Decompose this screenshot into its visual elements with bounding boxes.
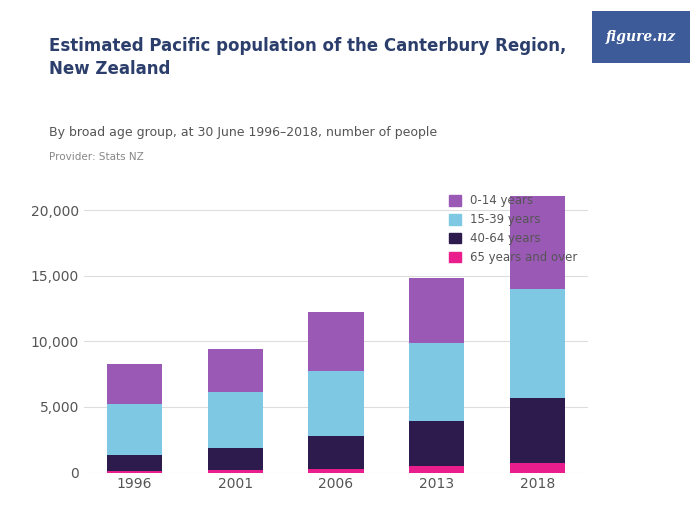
- Bar: [107, 470, 162, 473]
- Bar: [107, 364, 162, 404]
- Bar: [308, 372, 364, 436]
- Text: figure.nz: figure.nz: [606, 30, 676, 44]
- Bar: [510, 289, 565, 398]
- Bar: [308, 436, 364, 468]
- Text: Estimated Pacific population of the Canterbury Region,
New Zealand: Estimated Pacific population of the Cant…: [49, 37, 566, 78]
- Bar: [208, 393, 263, 447]
- Bar: [107, 455, 162, 470]
- Bar: [208, 349, 263, 393]
- Bar: [208, 470, 263, 472]
- Bar: [208, 447, 263, 470]
- Bar: [409, 278, 464, 343]
- Bar: [409, 466, 464, 472]
- Bar: [510, 398, 565, 464]
- Bar: [409, 421, 464, 466]
- Legend: 0-14 years, 15-39 years, 40-64 years, 65 years and over: 0-14 years, 15-39 years, 40-64 years, 65…: [444, 190, 582, 269]
- Text: Provider: Stats NZ: Provider: Stats NZ: [49, 152, 144, 162]
- Bar: [510, 464, 565, 472]
- Bar: [308, 312, 364, 372]
- Text: By broad age group, at 30 June 1996–2018, number of people: By broad age group, at 30 June 1996–2018…: [49, 126, 437, 139]
- Bar: [308, 468, 364, 472]
- Bar: [409, 343, 464, 421]
- Bar: [510, 196, 565, 289]
- Bar: [107, 404, 162, 455]
